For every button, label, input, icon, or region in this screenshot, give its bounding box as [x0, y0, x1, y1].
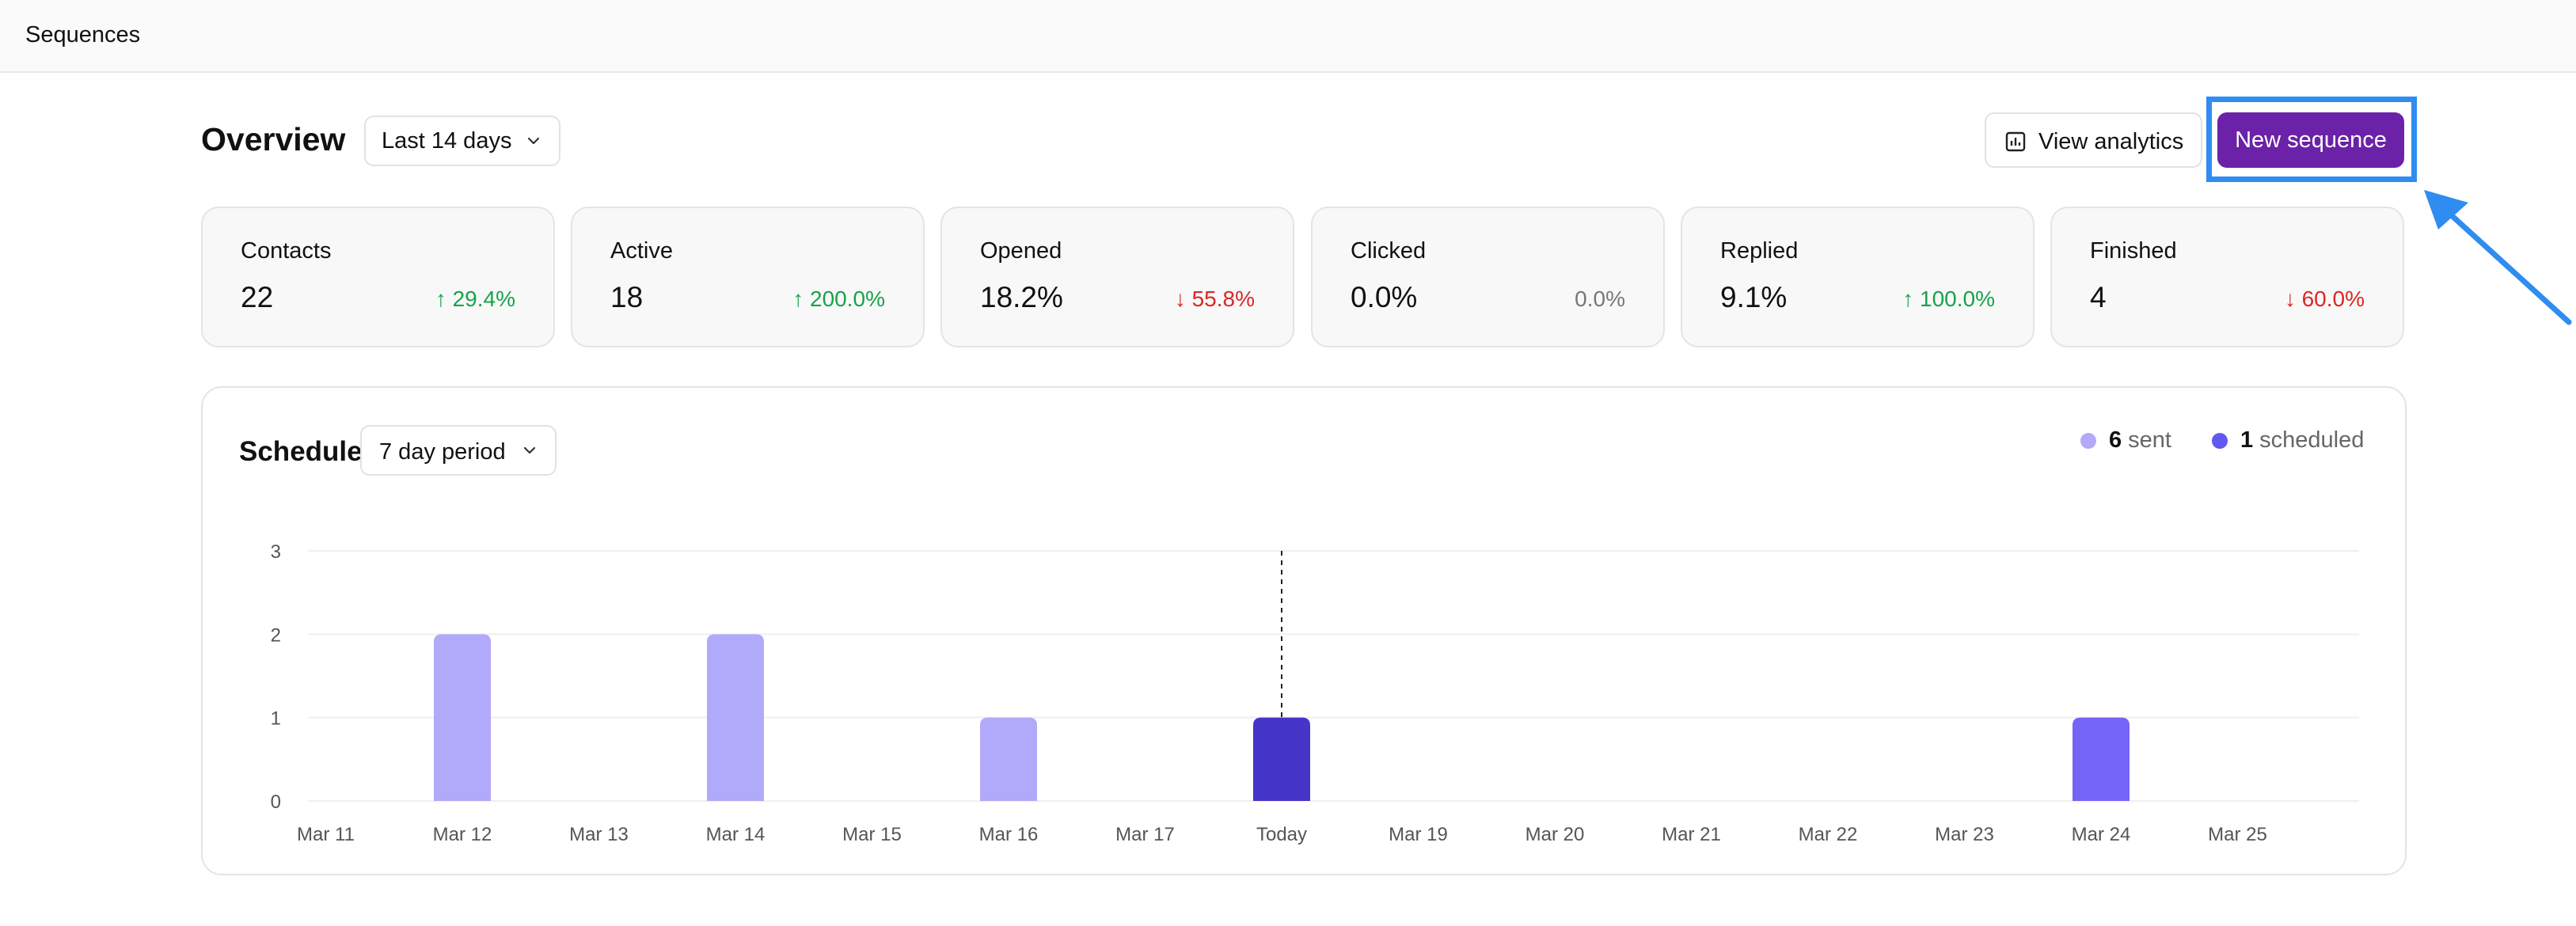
bar-mar-12	[434, 634, 491, 801]
legend-scheduled-count: 1	[2240, 427, 2254, 453]
period-label: 7 day period	[379, 439, 506, 465]
x-tick-label: Mar 15	[842, 824, 902, 845]
highlight-box	[2206, 97, 2417, 182]
stat-delta: ↑ 100.0%	[1902, 287, 1995, 312]
stat-card-opened: Opened 18.2% ↓ 55.8%	[940, 207, 1294, 347]
analytics-chart-icon	[2005, 131, 2026, 152]
x-tick-label: Mar 24	[2072, 824, 2131, 845]
legend-scheduled-label: scheduled	[2259, 427, 2365, 453]
overview-title: Overview	[201, 121, 346, 157]
stat-label: Finished	[2090, 238, 2177, 264]
date-range-select[interactable]: Last 14 days	[364, 116, 560, 166]
stat-value: 9.1%	[1720, 281, 1788, 313]
stat-value: 0.0%	[1351, 281, 1418, 313]
stat-card-replied: Replied 9.1% ↑ 100.0%	[1681, 207, 2035, 347]
view-analytics-label: View analytics	[2038, 129, 2184, 154]
stat-delta: 0.0%	[1575, 287, 1625, 312]
x-tick-label: Mar 20	[1525, 824, 1585, 845]
stat-card-active: Active 18 ↑ 200.0%	[571, 207, 925, 347]
view-analytics-button[interactable]: View analytics	[1985, 112, 2202, 168]
y-tick-label: 2	[271, 624, 281, 646]
trend-up-icon: ↑	[435, 287, 453, 311]
stat-value: 22	[241, 281, 274, 313]
new-sequence-button[interactable]: New sequence	[2217, 112, 2404, 168]
stat-label: Active	[610, 238, 673, 264]
trend-down-icon: ↓	[1174, 287, 1192, 311]
y-tick-label: 0	[271, 791, 281, 813]
x-tick-label: Today	[1256, 824, 1307, 845]
chevron-down-icon	[523, 446, 536, 454]
app-title: Sequences	[25, 22, 141, 47]
legend-scheduled: 1 scheduled	[2212, 427, 2364, 454]
legend-sent-label: sent	[2128, 427, 2171, 453]
x-tick-label: Mar 22	[1799, 824, 1858, 845]
x-tick-label: Mar 14	[706, 824, 766, 845]
y-tick-label: 1	[271, 708, 281, 730]
legend-scheduled-dot	[2212, 432, 2228, 449]
stat-label: Contacts	[241, 238, 332, 264]
period-select[interactable]: 7 day period	[360, 425, 557, 476]
x-tick-label: Mar 25	[2208, 824, 2267, 845]
stat-value: 18.2%	[980, 281, 1063, 313]
chevron-down-icon	[527, 137, 540, 145]
stat-value: 18	[610, 281, 644, 313]
bar-today	[1253, 717, 1310, 801]
stat-delta-value: 0.0%	[1575, 287, 1625, 311]
trend-down-icon: ↓	[2284, 287, 2302, 311]
legend-sent-dot	[2080, 432, 2096, 449]
y-tick-label: 3	[271, 541, 281, 563]
bar-mar-24	[2073, 717, 2130, 801]
x-tick-label: Mar 21	[1662, 824, 1721, 845]
x-tick-label: Mar 17	[1115, 824, 1175, 845]
stat-delta-value: 29.4%	[452, 287, 515, 311]
x-tick-label: Mar 23	[1935, 824, 1994, 845]
schedule-chart: 0 1 2 3 Mar 11 Mar 12 Mar 13 Mar 14 Mar 15 Mar 16…	[271, 541, 2359, 845]
x-tick-label: Mar 16	[979, 824, 1039, 845]
top-bar: Sequences	[0, 0, 2576, 73]
date-range-label: Last 14 days	[382, 127, 512, 154]
stat-delta: ↑ 29.4%	[435, 287, 515, 312]
x-tick-label: Mar 19	[1389, 824, 1448, 845]
stat-label: Clicked	[1351, 238, 1427, 264]
stat-delta: ↑ 200.0%	[792, 287, 885, 312]
trend-up-icon: ↑	[1902, 287, 1921, 311]
stat-delta: ↓ 60.0%	[2285, 287, 2365, 312]
bar-mar-14	[707, 634, 764, 801]
bar-mar-16	[980, 717, 1037, 801]
stat-delta-value: 100.0%	[1920, 287, 1995, 311]
stat-card-clicked: Clicked 0.0% 0.0%	[1311, 207, 1665, 347]
pointer-arrow-icon	[2424, 190, 2572, 325]
stat-delta: ↓ 55.8%	[1175, 287, 1255, 312]
x-tick-label: Mar 13	[569, 824, 629, 845]
stat-delta-value: 55.8%	[1191, 287, 1255, 311]
stat-label: Opened	[980, 238, 1062, 264]
stat-delta-value: 200.0%	[810, 287, 885, 311]
stat-card-finished: Finished 4 ↓ 60.0%	[2050, 207, 2404, 347]
x-tick-label: Mar 11	[297, 824, 355, 845]
trend-up-icon: ↑	[792, 287, 811, 311]
legend-sent-count: 6	[2109, 427, 2122, 453]
stat-label: Replied	[1720, 238, 1799, 264]
stat-card-contacts: Contacts 22 ↑ 29.4%	[201, 207, 555, 347]
x-tick-label: Mar 12	[433, 824, 492, 845]
schedule-title: Schedule	[239, 436, 363, 467]
stat-value: 4	[2090, 281, 2107, 313]
legend-sent: 6 sent	[2080, 427, 2171, 454]
stat-delta-value: 60.0%	[2301, 287, 2365, 311]
